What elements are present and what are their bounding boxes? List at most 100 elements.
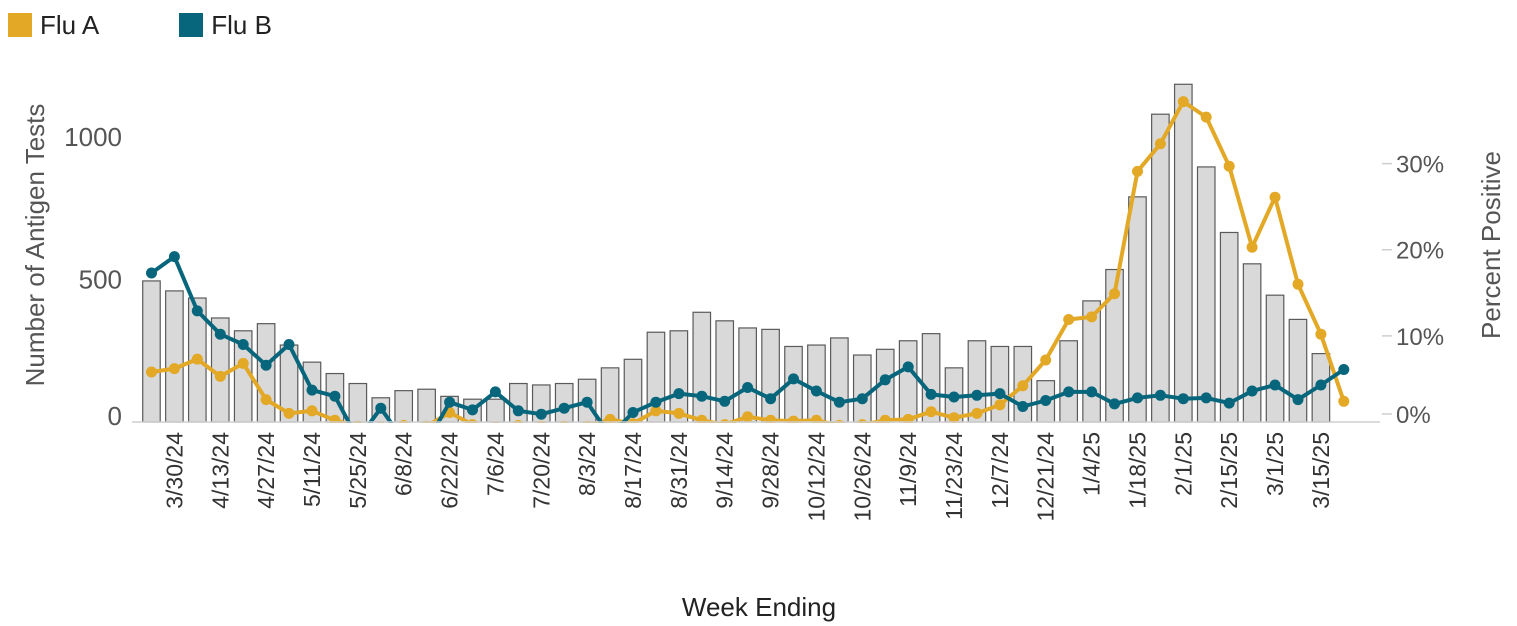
bar-4/27/24 <box>256 323 276 423</box>
bar-6/15/24 <box>417 388 436 423</box>
point-flu-b-6/22/24 <box>444 396 456 408</box>
point-flu-a-12/28/24 <box>1063 314 1075 325</box>
right-axis-ticks: 0% 10% 20% 30% <box>1382 152 1444 429</box>
point-flu-a-4/27/24 <box>260 394 272 406</box>
point-flu-b-8/10/24 <box>605 430 616 441</box>
y-axis-right-title: Percent Positive <box>1476 151 1506 339</box>
x-tick-label: 3/30/24 <box>161 432 187 509</box>
bar-6/8/24 <box>394 390 414 423</box>
point-flu-b-7/27/24 <box>558 402 570 414</box>
point-flu-b-2/22/25 <box>1246 385 1258 397</box>
point-flu-a-5/11/24 <box>306 405 318 417</box>
x-tick-label: 11/9/24 <box>895 432 921 507</box>
point-flu-a-11/2/24 <box>879 414 891 423</box>
right-tick-label: 20% <box>1396 238 1444 265</box>
bar-3/30/24 <box>165 290 184 423</box>
x-tick-label: 6/22/24 <box>437 432 463 509</box>
point-flu-b-12/28/24 <box>1063 386 1075 398</box>
point-flu-b-5/11/24 <box>306 384 318 396</box>
x-tick-label: 9/14/24 <box>712 432 738 509</box>
point-flu-a-7/6/24 <box>491 421 499 423</box>
bar-12/7/24 <box>990 345 1010 423</box>
point-flu-a-12/14/24 <box>1017 380 1029 392</box>
legend-item-flu-b: Flu B <box>179 10 272 41</box>
point-flu-b-10/26/24 <box>856 393 868 405</box>
bar-3/8/25 <box>1288 318 1308 423</box>
bar-8/10/24 <box>600 367 620 423</box>
point-flu-a-11/9/24 <box>902 413 914 423</box>
bar-10/26/24 <box>852 354 872 423</box>
point-flu-b-5/18/24 <box>329 390 341 402</box>
chart-legend: Flu A Flu B <box>8 8 352 42</box>
point-flu-b-6/1/24 <box>375 402 387 414</box>
point-flu-b-1/11/25 <box>1109 398 1120 410</box>
point-flu-a-4/20/24 <box>237 357 249 369</box>
x-tick-label: 8/17/24 <box>620 432 646 509</box>
point-flu-b-6/15/24 <box>421 438 432 449</box>
point-flu-a-9/21/24 <box>742 411 754 423</box>
point-flu-b-4/20/24 <box>237 339 249 350</box>
x-tick-label: 10/12/24 <box>803 432 829 522</box>
point-flu-a-8/31/24 <box>673 407 685 419</box>
point-flu-a-3/23/24 <box>146 366 157 378</box>
y-axis-left-title: Number of Antigen Tests <box>20 104 50 387</box>
point-flu-b-12/14/24 <box>1017 401 1029 412</box>
point-flu-b-2/1/25 <box>1177 393 1189 405</box>
x-tick-label: 2/15/25 <box>1216 432 1242 509</box>
x-tick-label: 4/13/24 <box>207 432 233 509</box>
point-flu-a-11/23/24 <box>948 412 960 423</box>
point-flu-a-5/18/24 <box>329 414 341 423</box>
line-series <box>146 96 1350 449</box>
point-flu-b-9/28/24 <box>765 393 777 405</box>
bar-9/14/24 <box>715 320 735 423</box>
point-flu-a-3/22/25 <box>1338 395 1350 407</box>
point-flu-b-5/4/24 <box>283 339 295 350</box>
point-flu-b-10/12/24 <box>810 385 822 397</box>
point-flu-a-8/17/24 <box>627 418 639 423</box>
point-flu-b-11/23/24 <box>948 391 960 403</box>
x-tick-label: 5/11/24 <box>299 432 325 507</box>
left-tick-label: 0 <box>108 401 122 431</box>
point-flu-b-3/8/25 <box>1292 394 1304 406</box>
point-flu-b-1/25/25 <box>1154 389 1166 401</box>
legend-swatch-flu-a <box>8 13 32 37</box>
point-flu-a-3/15/25 <box>1315 328 1327 340</box>
point-flu-b-3/15/25 <box>1315 379 1327 391</box>
x-tick-label: 9/28/24 <box>758 432 784 509</box>
point-flu-b-4/27/24 <box>260 359 272 371</box>
point-flu-a-9/7/24 <box>696 414 708 423</box>
point-flu-a-1/11/25 <box>1109 288 1120 300</box>
legend-swatch-flu-b <box>179 13 204 37</box>
x-tick-label: 4/27/24 <box>253 432 279 509</box>
point-flu-a-9/14/24 <box>719 419 730 423</box>
x-tick-label: 7/6/24 <box>482 432 508 496</box>
point-flu-a-12/21/24 <box>1040 354 1052 366</box>
point-flu-a-2/22/25 <box>1246 241 1258 253</box>
x-tick-label: 1/4/25 <box>1079 432 1105 496</box>
point-flu-b-9/21/24 <box>742 382 754 393</box>
bar-2/22/25 <box>1242 263 1262 423</box>
point-flu-a-6/29/24 <box>467 419 478 423</box>
point-flu-b-7/6/24 <box>489 386 501 398</box>
bar-7/6/24 <box>486 398 505 423</box>
bar-1/25/25 <box>1151 113 1170 423</box>
x-tick-label: 2/1/25 <box>1170 432 1196 496</box>
point-flu-a-1/25/25 <box>1154 138 1166 150</box>
point-flu-b-8/3/24 <box>581 396 593 408</box>
bar-10/19/24 <box>830 337 849 423</box>
point-flu-b-12/7/24 <box>994 388 1006 400</box>
point-flu-b-11/30/24 <box>971 389 983 401</box>
x-tick-label: 6/8/24 <box>391 432 417 496</box>
left-axis-ticks: 0 500 1000 <box>64 122 122 431</box>
point-flu-b-1/18/25 <box>1132 392 1143 404</box>
x-tick-label: 12/21/24 <box>1033 432 1059 522</box>
legend-label-flu-a: Flu A <box>40 9 100 40</box>
x-tick-label: 1/18/25 <box>1125 432 1151 509</box>
x-axis-ticks: 3/30/24 4/13/24 4/27/24 5/11/24 5/25/24 6/8/2… <box>161 432 1334 522</box>
point-flu-b-8/24/24 <box>650 396 662 408</box>
point-flu-a-11/30/24 <box>971 407 983 419</box>
x-tick-label: 11/23/24 <box>941 432 967 520</box>
point-flu-b-8/31/24 <box>673 388 685 400</box>
bar-5/25/24 <box>348 382 368 423</box>
